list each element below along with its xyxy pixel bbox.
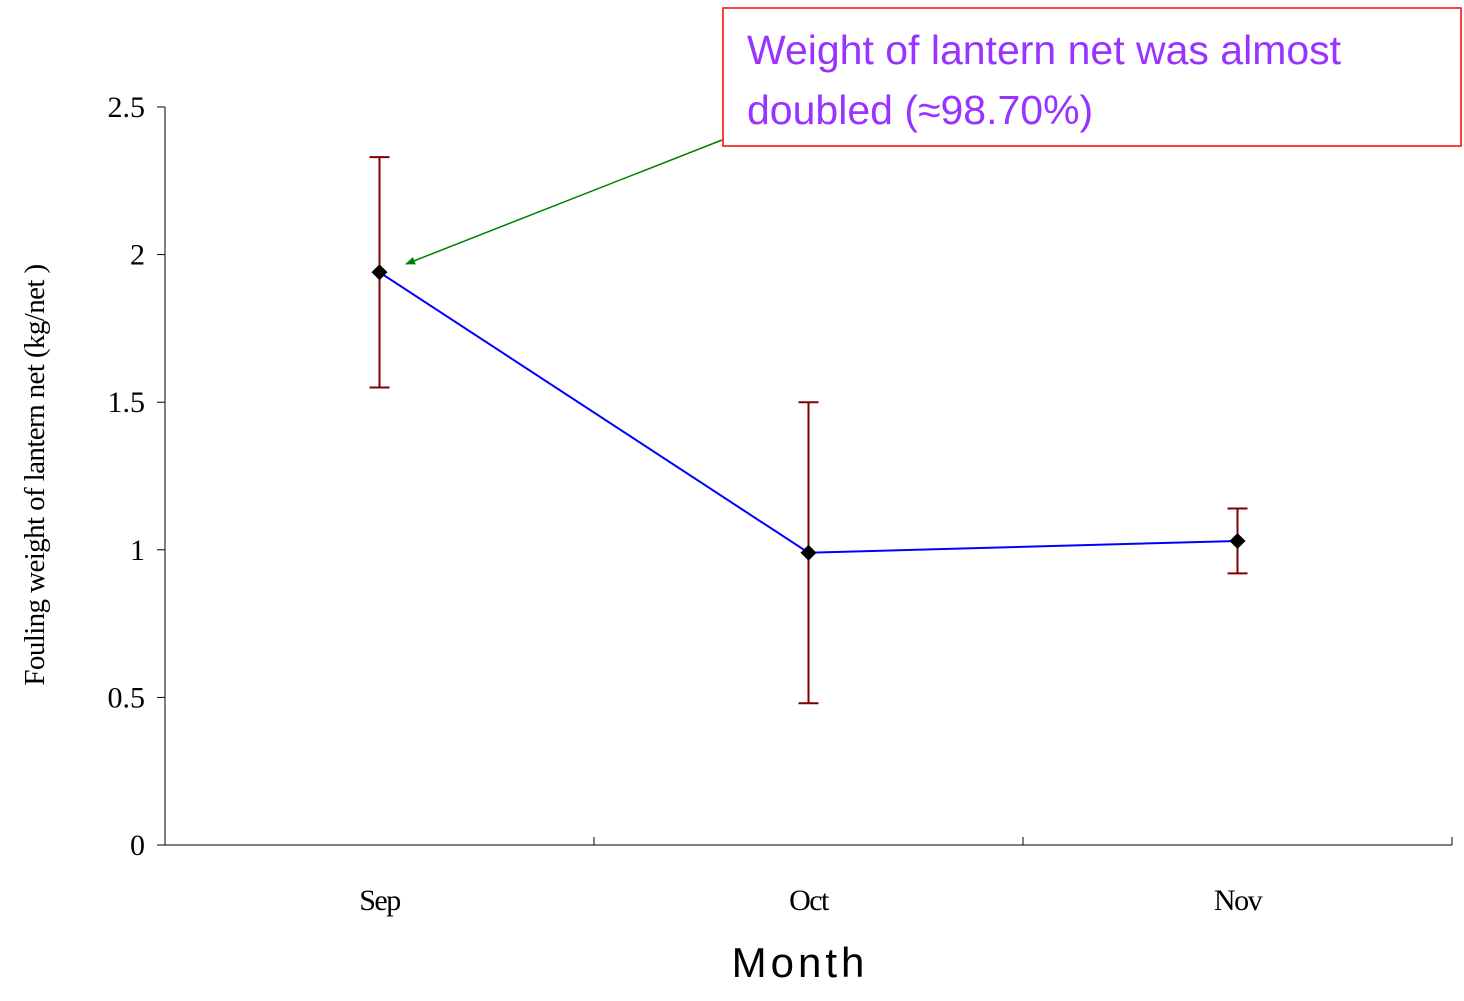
x-ticks: Sep Oct Nov bbox=[359, 837, 1453, 917]
x-tick-label: Oct bbox=[789, 884, 830, 917]
annotation-callout: Weight of lantern net was almost doubled… bbox=[405, 7, 1462, 265]
y-axis-title: Fouling weight of lantern net (kg/net ) bbox=[19, 264, 51, 685]
plot-area bbox=[369, 156, 1248, 705]
y-tick-label: 2.5 bbox=[108, 91, 146, 124]
y-ticks: 0 0.5 1 1.5 2 2.5 bbox=[108, 91, 165, 862]
data-markers bbox=[371, 264, 1246, 561]
annotation-box bbox=[722, 7, 1462, 147]
data-point-marker bbox=[800, 544, 817, 561]
y-tick-label: 0.5 bbox=[108, 681, 146, 714]
y-tick-label: 2 bbox=[130, 239, 145, 272]
annotation-text-line-1: Weight of lantern net was almost bbox=[747, 27, 1342, 73]
axes: 0 0.5 1 1.5 2 2.5 Sep Oct Nov bbox=[108, 91, 1453, 917]
x-tick-label: Nov bbox=[1214, 884, 1263, 917]
y-tick-label: 0 bbox=[130, 829, 145, 862]
data-point-marker bbox=[1229, 532, 1246, 549]
x-axis-title: Month bbox=[732, 939, 869, 986]
data-point-marker bbox=[371, 264, 388, 281]
annotation-arrow bbox=[405, 139, 723, 265]
y-tick-label: 1 bbox=[130, 534, 145, 567]
annotation-text-line-2: doubled (≈98.70%) bbox=[747, 87, 1093, 133]
error-bars bbox=[369, 156, 1248, 705]
x-tick-label: Sep bbox=[359, 884, 400, 917]
y-tick-label: 1.5 bbox=[108, 386, 146, 419]
